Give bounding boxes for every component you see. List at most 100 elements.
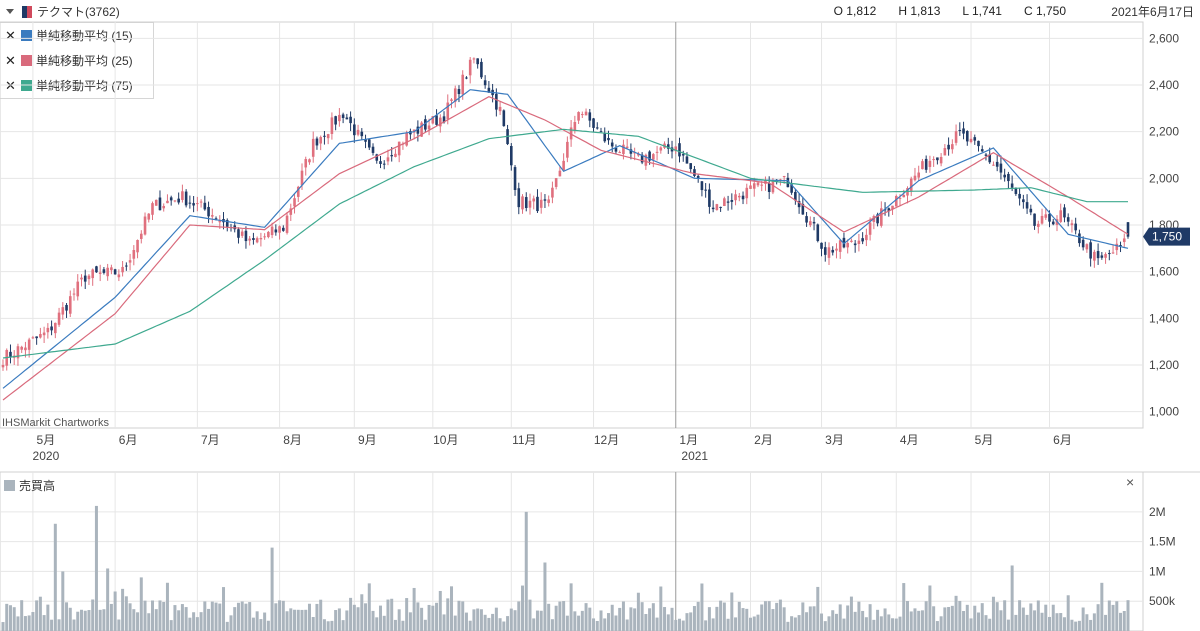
candle: [293, 194, 296, 214]
symbol-selector[interactable]: テクマト(3762): [6, 3, 120, 20]
candle: [196, 196, 199, 212]
volume-bar: [270, 547, 274, 631]
candle-body: [539, 199, 543, 208]
candle-body: [1119, 245, 1122, 247]
candle-body: [338, 114, 341, 122]
candle-body: [730, 200, 734, 202]
volume-bar: [1025, 614, 1029, 631]
candle: [584, 108, 588, 116]
candle: [928, 155, 932, 173]
volume-bar: [648, 608, 652, 631]
chevron-down-icon[interactable]: [6, 9, 14, 14]
candle-body: [121, 266, 124, 273]
x-tick-label: 5月: [975, 433, 994, 447]
candle-body: [405, 132, 408, 146]
candle: [805, 211, 808, 227]
candle-body: [842, 237, 846, 248]
candle-body: [984, 154, 988, 156]
volume-bar: [741, 608, 745, 631]
candle: [409, 128, 412, 140]
axes: 2,6002,4002,2002,0001,8001,6001,4001,200…: [33, 31, 1190, 608]
candle: [820, 242, 823, 257]
candle-body: [510, 146, 513, 166]
candle: [741, 191, 745, 205]
volume-bar: [752, 616, 756, 631]
candle: [80, 274, 83, 287]
volume-bar: [12, 607, 16, 631]
candle: [296, 185, 300, 203]
volume-bar: [121, 588, 125, 631]
candle: [177, 192, 180, 205]
candle-body: [72, 293, 76, 295]
volume-bar: [307, 603, 311, 631]
x-tick-label: 2月: [754, 433, 773, 447]
volume-bar: [595, 620, 599, 631]
volume-bar: [472, 609, 476, 631]
candle-body: [68, 296, 72, 314]
candle: [5, 348, 9, 371]
volume-bar: [898, 616, 902, 631]
candle: [992, 161, 995, 166]
volume-bar: [995, 602, 999, 631]
candle-body: [356, 129, 360, 135]
candle: [308, 158, 311, 165]
candle-body: [999, 163, 1003, 173]
volume-bar: [618, 607, 622, 631]
volume-bar: [300, 609, 304, 631]
candle-body: [106, 267, 109, 277]
ohlc-readout: O 1,812 H 1,813 L 1,741 C 1,750: [834, 4, 1066, 18]
volume-bar: [969, 618, 973, 631]
candle: [558, 166, 562, 177]
volume-bar: [382, 615, 386, 631]
candle-body: [528, 200, 532, 208]
candle: [435, 109, 438, 126]
candle-body: [887, 208, 891, 212]
remove-sma25-icon[interactable]: ✕: [5, 52, 16, 68]
candle-body: [341, 114, 345, 118]
candle-body: [790, 184, 793, 193]
candle: [1078, 229, 1081, 247]
candle: [532, 195, 536, 210]
candle-body: [988, 154, 992, 163]
volume-bar: [244, 603, 248, 631]
candle-body: [218, 219, 222, 223]
volume-bar: [46, 604, 50, 631]
volume-bar: [222, 587, 226, 631]
volume-bar: [857, 601, 861, 631]
candle-body: [416, 126, 420, 134]
remove-sma15-icon[interactable]: ✕: [5, 27, 16, 43]
price-plot: [1, 57, 1130, 401]
volume-bar: [1115, 601, 1119, 631]
candle: [872, 214, 876, 230]
candle-body: [1063, 207, 1066, 218]
candle: [980, 145, 984, 153]
volume-bar: [965, 604, 969, 631]
volume-bar: [109, 603, 113, 631]
volume-bar: [106, 568, 110, 631]
candle-icon: [22, 5, 32, 18]
legend-item-sma15[interactable]: ✕ 単純移動平均 (15): [0, 23, 153, 48]
volume-bar: [438, 590, 442, 631]
candle-body: [1036, 223, 1040, 227]
legend-item-sma25[interactable]: ✕ 単純移動平均 (25): [0, 48, 153, 73]
close-volume-panel-icon[interactable]: ×: [1126, 474, 1135, 490]
volume-bar: [894, 618, 898, 631]
candle: [599, 127, 603, 133]
volume-bar: [304, 609, 308, 631]
candle: [453, 85, 457, 108]
year-label: 2021: [681, 449, 708, 463]
candle-body: [450, 99, 453, 101]
volume-bar: [606, 613, 610, 631]
candle: [1044, 207, 1048, 220]
candle-body: [461, 74, 465, 95]
symbol-title: テクマト(3762): [37, 5, 120, 19]
volume-bar: [775, 602, 779, 631]
candle-body: [308, 159, 311, 163]
volume-bar: [450, 586, 454, 631]
candle-body: [196, 203, 199, 205]
candle: [954, 124, 958, 146]
candle-body: [1014, 187, 1018, 194]
candle-body: [162, 206, 166, 209]
candle: [289, 203, 293, 222]
